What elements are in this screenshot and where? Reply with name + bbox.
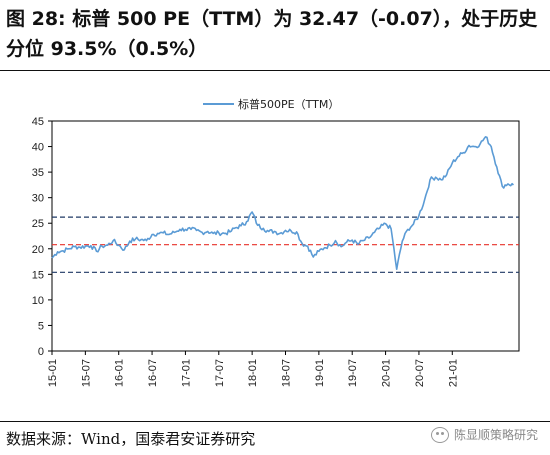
wechat-icon [430,426,449,443]
x-tick-label: 17-01 [180,359,192,387]
x-tick-label: 15-01 [47,359,59,387]
y-tick-label: 0 [38,346,44,358]
x-tick-label: 18-01 [247,359,259,387]
x-tick-label: 19-01 [314,359,326,387]
legend: 标普500PE（TTM） [203,97,339,111]
y-tick-label: 10 [32,295,44,307]
reference-lines-layer [52,216,519,273]
title-rule [0,70,550,71]
y-tick-label: 30 [32,193,44,205]
legend-label: 标普500PE（TTM） [238,97,339,111]
page-title: 图 28: 标普 500 PE（TTM）为 32.47（-0.07），处于历史分… [6,8,538,60]
x-tick-label: 20-01 [381,359,393,387]
axes-layer: 0 5 10 15 20 25 30 35 40 45 15-01 15-07 16-01 16-07 17… [32,116,520,387]
y-tick-label: 20 [32,244,44,256]
y-tick-label: 15 [32,269,44,281]
y-tick-label: 45 [32,116,44,128]
series-layer [51,136,514,270]
source-note: 数据来源：Wind，国泰君安证券研究 [6,430,256,448]
x-tick-label: 17-07 [214,359,226,387]
plot-frame [51,120,520,352]
y-tick-label: 25 [32,218,44,230]
x-tick-label: 18-07 [281,359,293,387]
footer-rule [0,421,550,422]
y-tick-label: 5 [38,320,44,332]
x-tick-label: 15-07 [80,359,92,387]
watermark: 陈显顺策略研究 [430,426,538,443]
watermark-text: 陈显顺策略研究 [453,428,538,442]
series-line [51,136,514,270]
x-tick-label: 21-01 [447,359,459,387]
x-tick-label: 19-07 [347,359,359,387]
x-tick-label: 16-01 [114,359,126,387]
x-tick-label: 20-07 [414,359,426,387]
pe-line-chart: 0 5 10 15 20 25 30 35 40 45 15-01 15-07 16-01 16-07 17… [32,97,520,387]
y-tick-label: 40 [32,142,44,154]
x-tick-label: 16-07 [147,359,159,387]
y-tick-label: 35 [32,167,44,179]
